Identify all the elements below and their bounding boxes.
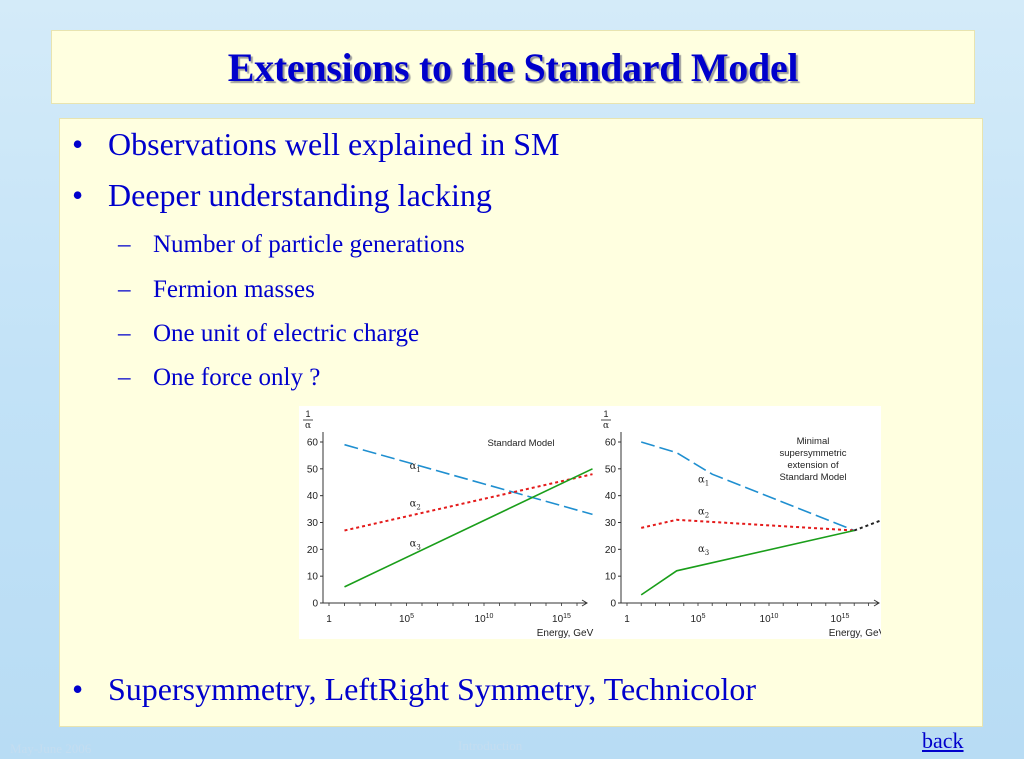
x-tick-exponent: 15 — [842, 613, 850, 620]
x-tick-label: 1015 — [831, 613, 850, 625]
x-tick-exponent: 10 — [486, 613, 494, 620]
series-label: α2 — [698, 506, 709, 519]
series-label: α3 — [698, 544, 709, 557]
bullet-marker: • — [72, 177, 84, 213]
bullet-marker: • — [72, 671, 84, 707]
bullet-text: Supersymmetry, LeftRight Symmetry, Techn… — [108, 671, 757, 707]
chart-title-line: supersymmetric — [779, 448, 846, 459]
chart-title-line: extension of — [787, 460, 839, 471]
y-axis-label-denominator: α — [603, 421, 609, 431]
x-axis-arrow — [581, 599, 588, 607]
bullet-text: Observations well explained in SM — [108, 126, 560, 162]
sub-bullet-item: – Number of particle generations — [118, 231, 465, 259]
x-tick-exponent: 10 — [771, 613, 779, 620]
y-tick-label: 0 — [312, 599, 318, 610]
x-tick-label: 105 — [399, 613, 414, 625]
series-label-subscript: 3 — [705, 549, 709, 557]
sub-bullet-item: – One force only ? — [118, 364, 320, 392]
x-axis-arrow — [873, 599, 880, 607]
y-tick-label: 40 — [605, 491, 617, 502]
chart-title-line: Minimal — [797, 436, 830, 447]
series-label: α1 — [410, 461, 421, 474]
footer-date: May-June 2006 — [10, 741, 92, 756]
title-box: Extensions to the Standard Model — [51, 30, 975, 104]
y-tick-label: 30 — [307, 518, 319, 529]
y-tick-label: 60 — [605, 438, 617, 449]
chart-title-line: Standard Model — [779, 472, 846, 483]
y-tick-label: 60 — [307, 438, 319, 449]
y-tick-label: 0 — [610, 599, 616, 610]
bullet-marker: • — [72, 126, 84, 162]
y-tick-label: 50 — [605, 464, 617, 475]
series-line-α2 — [344, 473, 593, 532]
series-line-unified — [853, 519, 881, 532]
content-box: • Observations well explained in SM • Deep… — [59, 118, 983, 727]
x-tick-label: 1010 — [760, 613, 779, 625]
dash-marker: – — [118, 320, 131, 347]
sub-bullet-item: – One unit of electric charge — [118, 320, 419, 348]
series-label-subscript: 2 — [705, 511, 709, 519]
y-tick-label: 50 — [307, 464, 319, 475]
sub-bullet-item: – Fermion masses — [118, 276, 315, 304]
y-tick-label: 40 — [307, 491, 319, 502]
chart-title: Standard Model — [487, 438, 554, 449]
series-line-α2 — [640, 518, 855, 532]
dash-marker: – — [118, 276, 131, 303]
series-label-subscript: 1 — [705, 479, 709, 487]
series-label: α2 — [410, 498, 421, 511]
dash-marker: – — [118, 231, 131, 258]
bullet-item: • Observations well explained in SM — [72, 126, 559, 163]
series-line-α3 — [640, 529, 855, 596]
x-tick-exponent: 5 — [410, 613, 414, 620]
series-label-subscript: 3 — [416, 544, 420, 552]
bullet-text: Deeper understanding lacking — [108, 177, 492, 213]
x-tick-label: 105 — [690, 613, 705, 625]
y-tick-label: 30 — [605, 518, 617, 529]
y-axis-label-denominator: α — [305, 421, 311, 431]
back-link[interactable]: back — [922, 728, 964, 753]
x-tick-label: 1010 — [475, 613, 494, 625]
x-tick-exponent: 15 — [563, 613, 571, 620]
x-axis-label: Energy, GeV — [829, 628, 881, 639]
sub-bullet-text: One force only ? — [153, 364, 321, 391]
series-label-subscript: 1 — [416, 466, 420, 474]
coupling-charts: 1 α 0 10 20 30 40 50 60 1 105 1010 1015 Energy, GeV St… — [299, 406, 881, 639]
y-tick-label: 20 — [605, 545, 617, 556]
dash-marker: – — [118, 364, 131, 391]
y-tick-label: 10 — [605, 572, 617, 583]
x-tick-label: 1015 — [552, 613, 571, 625]
x-tick-label: 1 — [326, 614, 332, 625]
x-tick-exponent: 5 — [702, 613, 706, 620]
y-tick-label: 20 — [307, 545, 319, 556]
series-label-subscript: 2 — [416, 503, 420, 511]
bullet-item: • Supersymmetry, LeftRight Symmetry, Tech… — [72, 671, 756, 708]
series-line-α1 — [640, 441, 855, 532]
series-label: α3 — [410, 539, 421, 552]
x-axis-label: Energy, GeV — [537, 628, 594, 639]
sub-bullet-text: One unit of electric charge — [153, 320, 420, 347]
series-line-α3 — [344, 468, 593, 588]
slide-title: Extensions to the Standard Model — [227, 44, 799, 90]
sub-bullet-text: Number of particle generations — [153, 231, 465, 258]
bullet-item: • Deeper understanding lacking — [72, 177, 492, 214]
footer-section: Introduction — [458, 738, 523, 753]
sub-bullet-text: Fermion masses — [153, 276, 315, 303]
series-line-α1 — [344, 443, 593, 516]
y-axis-label-numerator: 1 — [305, 409, 310, 419]
x-tick-label: 1 — [624, 614, 630, 625]
y-tick-label: 10 — [307, 572, 319, 583]
series-label: α1 — [698, 474, 709, 487]
y-axis-label-numerator: 1 — [603, 409, 608, 419]
